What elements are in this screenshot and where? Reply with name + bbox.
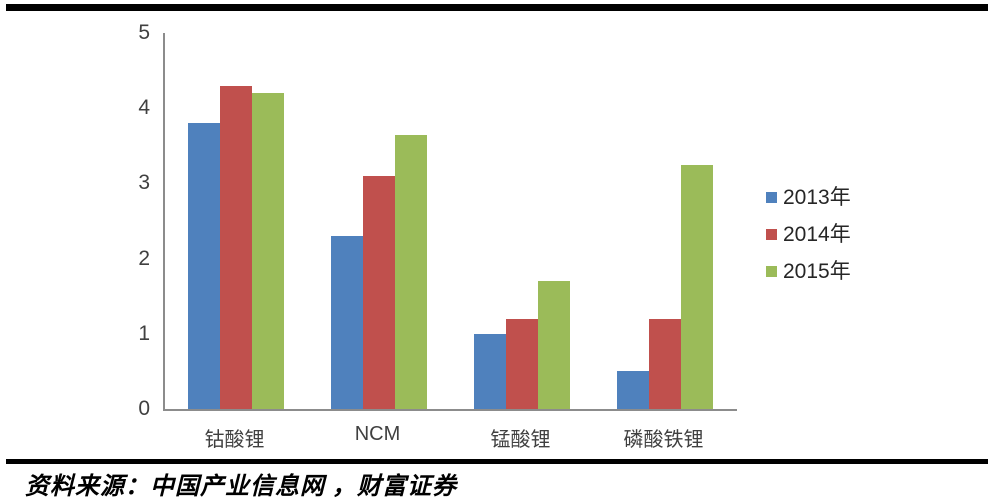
bar-chart: 0 1 2 3 4 5 钴酸锂 NCM 锰酸锂 磷酸铁锂 2013年 2014年 2015年 [138,21,851,451]
top-rule-divider [6,4,988,11]
bar [474,334,506,409]
legend: 2013年 2014年 2015年 [766,186,851,283]
legend-label: 2015年 [783,260,851,283]
y-tick-label: 4 [138,96,150,120]
bar [188,123,220,409]
bar [617,371,649,409]
bar [220,86,252,409]
category-label: 磷酸铁锂 [623,429,704,451]
y-tick-label: 0 [138,397,150,420]
bar [252,93,284,409]
legend-item: 2015年 [766,260,851,283]
bar [331,236,363,409]
bar [363,176,395,409]
y-tick-label: 3 [138,171,150,195]
bottom-rule-divider [6,459,988,464]
category-label: 钴酸锂 [204,429,265,451]
plot-area [163,33,737,411]
legend-label: 2014年 [783,223,851,246]
legend-swatch-icon [766,229,777,240]
y-tick-label: 5 [138,21,150,44]
bar [681,165,713,409]
legend-swatch-icon [766,192,777,203]
legend-swatch-icon [766,266,777,277]
y-tick-label: 2 [138,246,150,270]
bar [395,135,427,409]
y-tick-label: 1 [138,321,150,345]
category-label: 锰酸锂 [490,429,551,451]
bar [506,319,538,409]
category-label: NCM [354,423,401,445]
bar [649,319,681,409]
bar [538,281,570,409]
legend-item: 2014年 [766,223,851,246]
legend-item: 2013年 [766,186,851,209]
source-note: 资料来源：中国产业信息网 ，财富证券 [25,474,457,500]
legend-label: 2013年 [783,186,851,209]
